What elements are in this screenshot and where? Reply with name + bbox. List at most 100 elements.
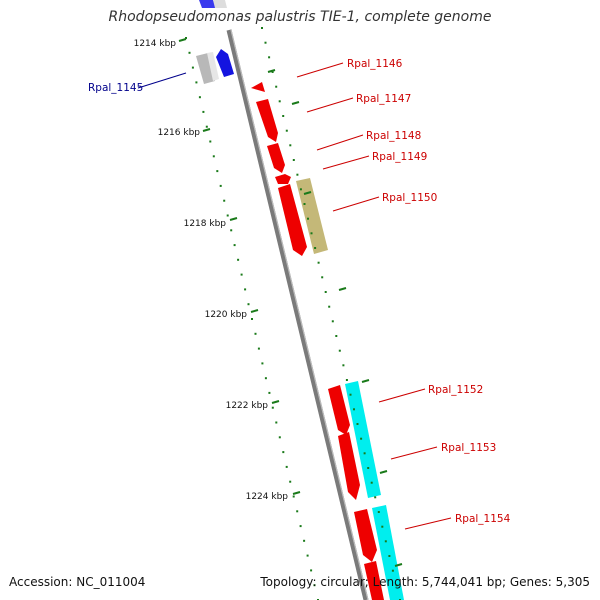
- gene-rpal-1145-arrow[interactable]: [216, 49, 234, 77]
- gene-rpal-1145-gray-light[interactable]: [207, 52, 219, 81]
- ruler-dot: [226, 214, 229, 217]
- ruler-dot: [289, 144, 292, 147]
- topology-text: Topology: circular; Length: 5,744,041 bp…: [260, 575, 590, 589]
- ruler-dot: [363, 452, 366, 455]
- ruler-dot: [198, 96, 201, 99]
- gene-label-rpal-1145[interactable]: Rpal_1145: [88, 82, 143, 94]
- ruler-dot: [264, 377, 267, 380]
- ruler-dot: [261, 27, 263, 29]
- ruler-dot: [299, 188, 302, 191]
- gene-rpal-1147[interactable]: [256, 99, 278, 142]
- ruler-dots-right: [261, 27, 401, 600]
- ruler-dot: [356, 423, 359, 425]
- ruler-dot: [264, 41, 267, 44]
- ruler-dot: [278, 436, 281, 439]
- genome-backbone: [226, 29, 369, 600]
- ruler-dot: [384, 540, 387, 543]
- gene-label-rpal-1147[interactable]: Rpal_1147: [356, 93, 411, 105]
- gene-label-rpal-1154[interactable]: Rpal_1154: [455, 513, 511, 525]
- ruler-dot: [321, 276, 324, 279]
- ruler-dot: [299, 525, 302, 528]
- ruler-dot: [338, 349, 341, 352]
- ruler-dot: [307, 217, 309, 220]
- gene-label-rpal-1148[interactable]: Rpal_1148: [366, 130, 421, 142]
- ruler-dot: [374, 496, 377, 499]
- feature-blue-top[interactable]: [199, 0, 216, 8]
- ruler-tick-1214: 1214 kbp: [134, 38, 187, 49]
- ruler-dot: [335, 335, 338, 337]
- ruler-tick-1220: 1220 kbp: [205, 309, 259, 320]
- ruler-dot: [271, 71, 274, 73]
- ruler-dot: [342, 364, 345, 367]
- ruler-dot: [360, 437, 363, 440]
- ruler-tick-1224: 1224 kbp: [246, 491, 301, 502]
- gene-rpal-1153-red[interactable]: [338, 432, 360, 500]
- ruler-dot: [367, 467, 370, 469]
- ruler-dot: [370, 481, 373, 484]
- ruler-dot: [317, 261, 320, 264]
- ruler-dot: [285, 129, 288, 132]
- ruler-dot: [313, 584, 316, 587]
- ruler-dot: [292, 495, 295, 498]
- gene-rpal-1155-red[interactable]: [364, 561, 384, 600]
- tick-label: 1216 kbp: [158, 128, 201, 138]
- ruler-dot: [230, 229, 233, 232]
- ruler-dot: [314, 247, 317, 249]
- ruler-tick-1218: 1218 kbp: [184, 217, 238, 229]
- ruler-dot: [328, 305, 331, 308]
- ruler-dot: [185, 37, 187, 39]
- ruler-dot: [191, 66, 194, 69]
- gene-label-rpal-1146[interactable]: Rpal_1146: [347, 58, 403, 70]
- tick-label: 1224 kbp: [246, 492, 289, 502]
- ruler-dot: [240, 273, 243, 276]
- ruler-dot: [345, 379, 348, 381]
- ruler-dot: [395, 584, 398, 587]
- ruler-dots-left: [185, 37, 319, 600]
- ruler-dot: [212, 155, 215, 158]
- gene-rpal-1146[interactable]: [251, 82, 265, 92]
- gene-rpal-1149[interactable]: [275, 174, 291, 184]
- leader-lines: [137, 62, 452, 530]
- gene-rpal-1148[interactable]: [267, 143, 285, 173]
- ruler-dot: [223, 199, 226, 202]
- ruler-dot: [310, 232, 313, 235]
- ruler-dot: [233, 244, 236, 247]
- ruler-dot: [303, 203, 306, 205]
- ruler-dot: [205, 125, 208, 128]
- feature-gray-top[interactable]: [213, 0, 227, 8]
- tick-label: 1214 kbp: [134, 39, 177, 49]
- gene-rpal-1145-gray[interactable]: [196, 53, 215, 84]
- ruler-dot: [282, 115, 285, 117]
- ruler-dot: [377, 511, 380, 513]
- ruler-dot: [202, 110, 205, 113]
- ruler-dot: [244, 288, 247, 291]
- ruler-dot: [381, 525, 384, 528]
- ruler-dot: [268, 56, 271, 59]
- gene-rpal-1150-red[interactable]: [278, 184, 307, 256]
- ruler-dot: [275, 85, 278, 88]
- ruler-dot: [219, 184, 222, 187]
- ruler-dot: [188, 51, 191, 54]
- gene-rpal-1152-red[interactable]: [328, 385, 350, 435]
- ruler-dot: [247, 303, 250, 306]
- ruler-dot: [353, 408, 355, 411]
- gene-rpal-1150-tan[interactable]: [296, 178, 328, 254]
- gene-rpal-1154-cyan[interactable]: [372, 505, 404, 600]
- gene-label-rpal-1153[interactable]: Rpal_1153: [441, 442, 496, 454]
- ruler-dot: [216, 170, 219, 173]
- ruler-dot: [195, 81, 198, 84]
- gene-label-rpal-1149[interactable]: Rpal_1149: [372, 151, 427, 163]
- ruler-dot: [349, 393, 352, 396]
- gene-label-rpal-1152[interactable]: Rpal_1152: [428, 384, 483, 396]
- ruler-dot: [388, 555, 391, 557]
- gene-rpal-1154-red[interactable]: [354, 509, 377, 562]
- ruler-dot: [289, 480, 292, 483]
- gene-label-rpal-1150[interactable]: Rpal_1150: [382, 192, 437, 204]
- ruler-dot: [285, 465, 288, 468]
- ruler-dot: [237, 258, 240, 261]
- ruler-dot: [275, 421, 278, 424]
- ruler-dot: [268, 391, 271, 394]
- accession-text: Accession: NC_011004: [9, 575, 146, 589]
- ruler-dot: [306, 554, 309, 557]
